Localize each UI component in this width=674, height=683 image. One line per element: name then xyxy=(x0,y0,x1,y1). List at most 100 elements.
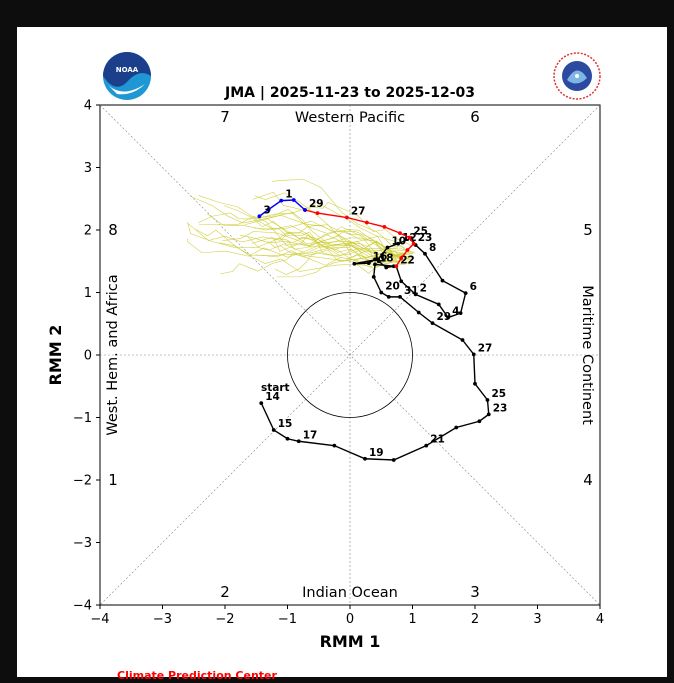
point-label: 31 xyxy=(404,285,419,297)
point-label: 19 xyxy=(369,447,384,459)
phase-6-label: 6 xyxy=(470,108,480,126)
y-tick-label: 0 xyxy=(84,349,92,364)
series-point xyxy=(398,231,402,236)
y-tick-label: 1 xyxy=(84,286,92,301)
series-point xyxy=(424,443,429,448)
x-axis-label: RMM 1 xyxy=(320,632,381,651)
point-label: 27 xyxy=(478,342,493,354)
ensemble-member-line xyxy=(219,242,398,263)
series-point xyxy=(303,208,307,212)
ensemble-member-line xyxy=(222,231,414,258)
point-label: 1 xyxy=(285,189,292,201)
point-label: 10 xyxy=(392,236,407,248)
y-tick-label: −1 xyxy=(73,411,92,426)
x-tick-label: −4 xyxy=(90,612,109,627)
series-point xyxy=(473,381,477,386)
x-tick-label: 2 xyxy=(471,612,479,627)
series-line-0 xyxy=(260,237,490,461)
y-tick-label: −4 xyxy=(73,599,92,614)
series-point xyxy=(386,294,391,299)
series-point xyxy=(285,436,290,441)
y-axis-label: RMM 2 xyxy=(46,325,65,386)
series-point xyxy=(376,257,381,262)
point-label: 18 xyxy=(379,252,394,264)
series-point xyxy=(430,321,435,326)
y-tick-label: −3 xyxy=(73,536,92,551)
series-point xyxy=(315,211,320,216)
y-tick-label: −2 xyxy=(73,474,92,489)
y-tick-label: 3 xyxy=(84,161,92,176)
series-point xyxy=(463,291,468,296)
phase-5-label: 5 xyxy=(583,221,593,239)
series-point xyxy=(344,215,349,220)
series-point xyxy=(291,198,296,202)
series-point xyxy=(332,443,337,448)
chart-title: JMA | 2025-11-23 to 2025-12-03 xyxy=(224,85,475,101)
series-point xyxy=(399,256,404,261)
point-label: 14 xyxy=(265,391,280,403)
ensemble-member-line xyxy=(207,213,406,257)
x-tick-label: −1 xyxy=(278,612,297,627)
ensemble-member-line xyxy=(187,238,412,269)
x-tick-label: −2 xyxy=(215,612,234,627)
ensemble-member-line xyxy=(187,222,399,253)
series-point xyxy=(436,302,441,307)
x-tick-label: −3 xyxy=(153,612,172,627)
phase-8-label: 8 xyxy=(108,221,118,239)
series-point xyxy=(458,311,463,316)
series-point xyxy=(364,220,369,225)
series-point xyxy=(394,264,399,269)
phase-2-label: 2 xyxy=(220,583,230,601)
region-label-top: Western Pacific xyxy=(295,110,405,126)
credit-text: Climate Prediction Center xyxy=(117,669,277,682)
series-point xyxy=(296,439,301,444)
series-point xyxy=(363,456,367,461)
series-layer: 1415171921232527293120181610128642222325… xyxy=(257,189,507,462)
phase-numbers: 1 2 3 4 5 6 7 8 xyxy=(108,108,593,601)
ensemble-members xyxy=(187,179,415,278)
series-point xyxy=(352,261,357,266)
unit-circle xyxy=(287,292,413,418)
ensemble-member-line xyxy=(253,219,406,267)
region-label-right: Maritime Continent xyxy=(579,285,595,425)
point-label: 23 xyxy=(418,232,433,244)
point-label: 29 xyxy=(437,311,452,323)
series-point xyxy=(411,241,416,246)
point-label: 25 xyxy=(492,388,507,400)
ensemble-member-line xyxy=(284,234,411,265)
series-point xyxy=(399,279,404,284)
point-label: 17 xyxy=(303,429,318,441)
x-tick-label: 1 xyxy=(408,612,416,627)
series-point xyxy=(391,458,396,462)
point-label: 21 xyxy=(430,434,445,446)
point-label: 3 xyxy=(263,204,270,216)
series-point xyxy=(266,207,271,212)
ensemble-member-line xyxy=(195,229,403,272)
point-label: 22 xyxy=(400,254,415,266)
point-label: 8 xyxy=(429,242,436,254)
series-point xyxy=(416,310,421,315)
point-label: 15 xyxy=(278,418,293,430)
phase-3-label: 3 xyxy=(470,583,480,601)
point-label: 27 xyxy=(351,206,366,218)
ensemble-member-line xyxy=(244,201,413,247)
series-point xyxy=(373,257,377,262)
series-point xyxy=(405,248,410,252)
series-point xyxy=(446,315,451,320)
point-label: 4 xyxy=(452,306,459,318)
noaa-logo: NOAA xyxy=(103,52,151,100)
phase-7-label: 7 xyxy=(220,108,230,126)
ensemble-member-line xyxy=(198,195,404,261)
series-point xyxy=(366,261,371,266)
start-label: start xyxy=(261,382,290,394)
point-label: 25 xyxy=(413,226,428,238)
series-point xyxy=(440,278,445,283)
y-tick-label: 2 xyxy=(84,224,92,239)
x-tick-label: 4 xyxy=(596,612,604,627)
series-point xyxy=(460,338,465,342)
series-point xyxy=(379,290,384,295)
point-label: 6 xyxy=(470,281,477,293)
x-tick-label: 0 xyxy=(346,612,354,627)
